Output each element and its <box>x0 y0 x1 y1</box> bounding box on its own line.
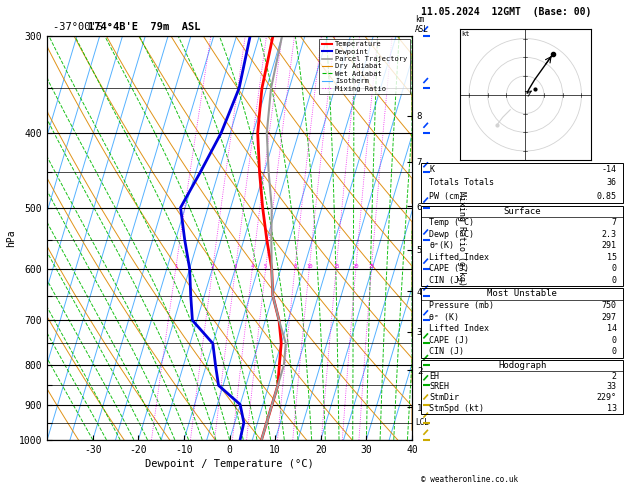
Text: 14: 14 <box>607 324 616 333</box>
Text: 174°4B'E  79m  ASL: 174°4B'E 79m ASL <box>88 21 201 32</box>
Text: © weatheronline.co.uk: © weatheronline.co.uk <box>421 474 518 484</box>
Text: 229°: 229° <box>597 393 616 402</box>
Text: -37°00'S: -37°00'S <box>53 21 116 32</box>
Text: 7: 7 <box>611 218 616 227</box>
Text: 8: 8 <box>293 264 296 269</box>
Text: PW (cm): PW (cm) <box>430 192 464 201</box>
Text: 33: 33 <box>607 382 616 391</box>
Text: Pressure (mb): Pressure (mb) <box>430 301 494 310</box>
Text: EH: EH <box>430 372 440 381</box>
Text: 20: 20 <box>352 264 359 269</box>
Text: CIN (J): CIN (J) <box>430 347 464 356</box>
Text: CAPE (J): CAPE (J) <box>430 336 469 345</box>
Text: Dewp (°C): Dewp (°C) <box>430 230 474 239</box>
Text: Lifted Index: Lifted Index <box>430 253 489 261</box>
Text: 15: 15 <box>607 253 616 261</box>
Text: 11.05.2024  12GMT  (Base: 00): 11.05.2024 12GMT (Base: 00) <box>421 7 592 17</box>
Text: kt: kt <box>462 31 470 37</box>
Text: θᵉ (K): θᵉ (K) <box>430 312 459 322</box>
Text: 4: 4 <box>250 264 254 269</box>
Text: km
ASL: km ASL <box>415 15 429 34</box>
Text: 2: 2 <box>211 264 214 269</box>
Text: 297: 297 <box>602 312 616 322</box>
Text: 2.3: 2.3 <box>602 230 616 239</box>
Text: 5: 5 <box>264 264 267 269</box>
Text: 25: 25 <box>368 264 375 269</box>
Text: 291: 291 <box>602 241 616 250</box>
Text: StmDir: StmDir <box>430 393 459 402</box>
Y-axis label: hPa: hPa <box>6 229 16 247</box>
Text: Surface: Surface <box>503 207 541 216</box>
Text: 750: 750 <box>602 301 616 310</box>
Text: 15: 15 <box>333 264 339 269</box>
Text: 10: 10 <box>306 264 313 269</box>
Text: 2: 2 <box>611 372 616 381</box>
Text: K: K <box>430 165 435 174</box>
Text: 36: 36 <box>607 178 616 188</box>
Text: -14: -14 <box>602 165 616 174</box>
Text: 0: 0 <box>611 336 616 345</box>
Text: 13: 13 <box>607 404 616 413</box>
Legend: Temperature, Dewpoint, Parcel Trajectory, Dry Adiabat, Wet Adiabat, Isotherm, Mi: Temperature, Dewpoint, Parcel Trajectory… <box>319 38 410 94</box>
Text: Lifted Index: Lifted Index <box>430 324 489 333</box>
Text: θᵉ(K): θᵉ(K) <box>430 241 455 250</box>
Text: 1: 1 <box>174 264 177 269</box>
Text: Hodograph: Hodograph <box>498 361 546 370</box>
Text: 0.85: 0.85 <box>597 192 616 201</box>
Text: Totals Totals: Totals Totals <box>430 178 494 188</box>
Text: 0: 0 <box>611 264 616 273</box>
Text: LCL: LCL <box>416 418 430 427</box>
Text: CIN (J): CIN (J) <box>430 276 464 284</box>
Text: Most Unstable: Most Unstable <box>487 290 557 298</box>
X-axis label: Dewpoint / Temperature (°C): Dewpoint / Temperature (°C) <box>145 459 314 469</box>
Text: SREH: SREH <box>430 382 450 391</box>
Text: 3: 3 <box>234 264 237 269</box>
Text: 0: 0 <box>611 347 616 356</box>
Text: StmSpd (kt): StmSpd (kt) <box>430 404 484 413</box>
Text: Temp (°C): Temp (°C) <box>430 218 474 227</box>
Text: 0: 0 <box>611 276 616 284</box>
Text: CAPE (J): CAPE (J) <box>430 264 469 273</box>
Y-axis label: Mixing Ratio (g/kg): Mixing Ratio (g/kg) <box>457 191 466 286</box>
